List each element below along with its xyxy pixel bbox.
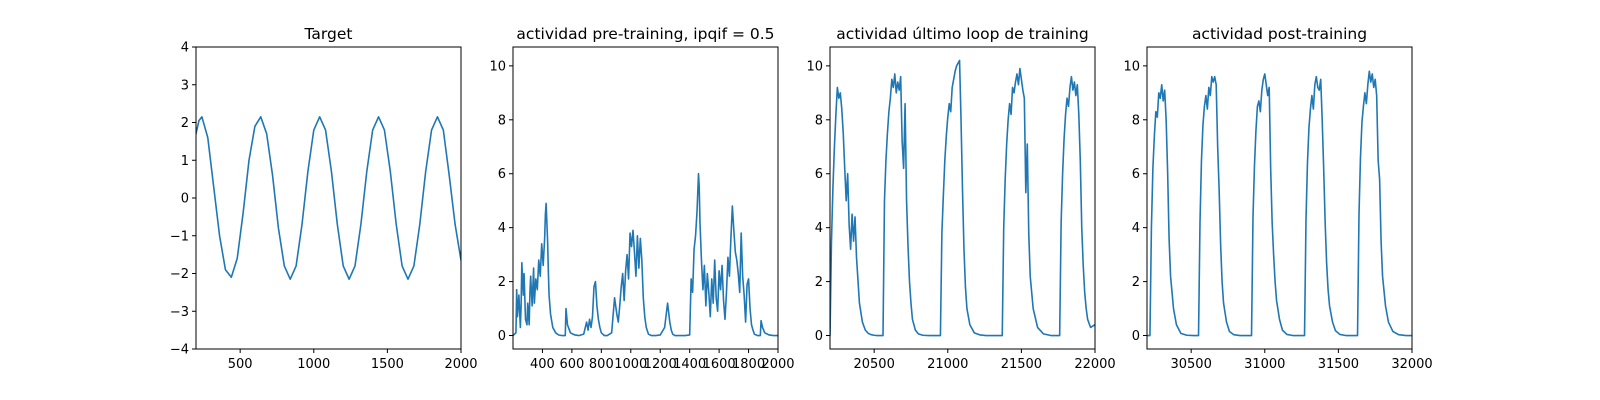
x-tick-label: 1000 <box>614 357 647 372</box>
chart-title: actividad último loop de training <box>836 25 1088 43</box>
series-line <box>196 116 461 280</box>
plot-frame <box>1146 46 1413 350</box>
y-tick-label: −1 <box>170 229 189 244</box>
series-line <box>513 172 778 337</box>
y-tick-label: 0 <box>815 329 823 344</box>
y-tick-label: 4 <box>498 221 506 236</box>
series-line <box>1147 70 1412 337</box>
x-tick-label: 31000 <box>1244 357 1285 372</box>
y-tick-label: 2 <box>1132 275 1140 290</box>
plot-frame <box>512 46 779 350</box>
x-tick-label: 1800 <box>732 357 765 372</box>
x-tick-label: 500 <box>228 357 253 372</box>
y-tick-label: −3 <box>170 305 189 320</box>
chart-title: actividad pre-training, ipqif = 0.5 <box>516 25 774 43</box>
y-tick-label: 10 <box>806 59 823 74</box>
x-tick-label: 22000 <box>1074 357 1115 372</box>
y-tick-label: 6 <box>498 167 506 182</box>
plot-frame <box>829 46 1096 350</box>
x-tick-label: 32000 <box>1391 357 1432 372</box>
y-tick-label: 4 <box>181 41 189 56</box>
y-tick-label: 0 <box>498 329 506 344</box>
x-tick-label: 1200 <box>644 357 677 372</box>
chart-title: actividad post-training <box>1192 25 1367 43</box>
chart-panel-3: 20500 21000 21500 22000 0 2 4 6 8 10 actividad últ… <box>806 25 1115 372</box>
y-tick-label: 8 <box>498 113 506 128</box>
chart-title: Target <box>304 25 353 43</box>
x-tick-label: 600 <box>559 357 584 372</box>
x-tick-label: 1400 <box>673 357 706 372</box>
chart-panel-4: 30500 31000 31500 32000 0 2 4 6 8 10 actividad pos… <box>1123 25 1432 372</box>
x-tick-label: 400 <box>530 357 555 372</box>
y-tick-label: 8 <box>815 113 823 128</box>
x-tick-label: 20500 <box>853 357 894 372</box>
y-tick-label: 4 <box>1132 221 1140 236</box>
y-tick-label: 6 <box>1132 167 1140 182</box>
x-tick-label: 30500 <box>1170 357 1211 372</box>
y-tick-label: 4 <box>815 221 823 236</box>
plot-frame <box>195 46 462 350</box>
x-tick-label: 2000 <box>761 357 794 372</box>
y-tick-label: 2 <box>815 275 823 290</box>
chart-panel-1: 500 1000 1500 2000 −4 −3 −2 −1 0 1 2 3 4 Target <box>170 25 478 372</box>
y-tick-label: 10 <box>1123 59 1140 74</box>
y-tick-label: −4 <box>170 343 189 358</box>
x-tick-label: 31500 <box>1318 357 1359 372</box>
y-tick-label: 1 <box>181 154 189 169</box>
series-line <box>830 59 1095 337</box>
y-tick-label: 3 <box>181 78 189 93</box>
x-tick-label: 21000 <box>927 357 968 372</box>
y-tick-label: −2 <box>170 267 189 282</box>
x-tick-label: 800 <box>589 357 614 372</box>
x-tick-label: 1600 <box>703 357 736 372</box>
y-tick-label: 0 <box>1132 329 1140 344</box>
y-tick-label: 6 <box>815 167 823 182</box>
x-tick-label: 1500 <box>371 357 404 372</box>
y-tick-label: 8 <box>1132 113 1140 128</box>
x-tick-label: 1000 <box>297 357 330 372</box>
y-tick-label: 2 <box>498 275 506 290</box>
x-tick-label: 21500 <box>1001 357 1042 372</box>
y-tick-label: 0 <box>181 192 189 207</box>
y-tick-label: 10 <box>489 59 506 74</box>
y-tick-label: 2 <box>181 116 189 131</box>
x-tick-label: 2000 <box>444 357 477 372</box>
